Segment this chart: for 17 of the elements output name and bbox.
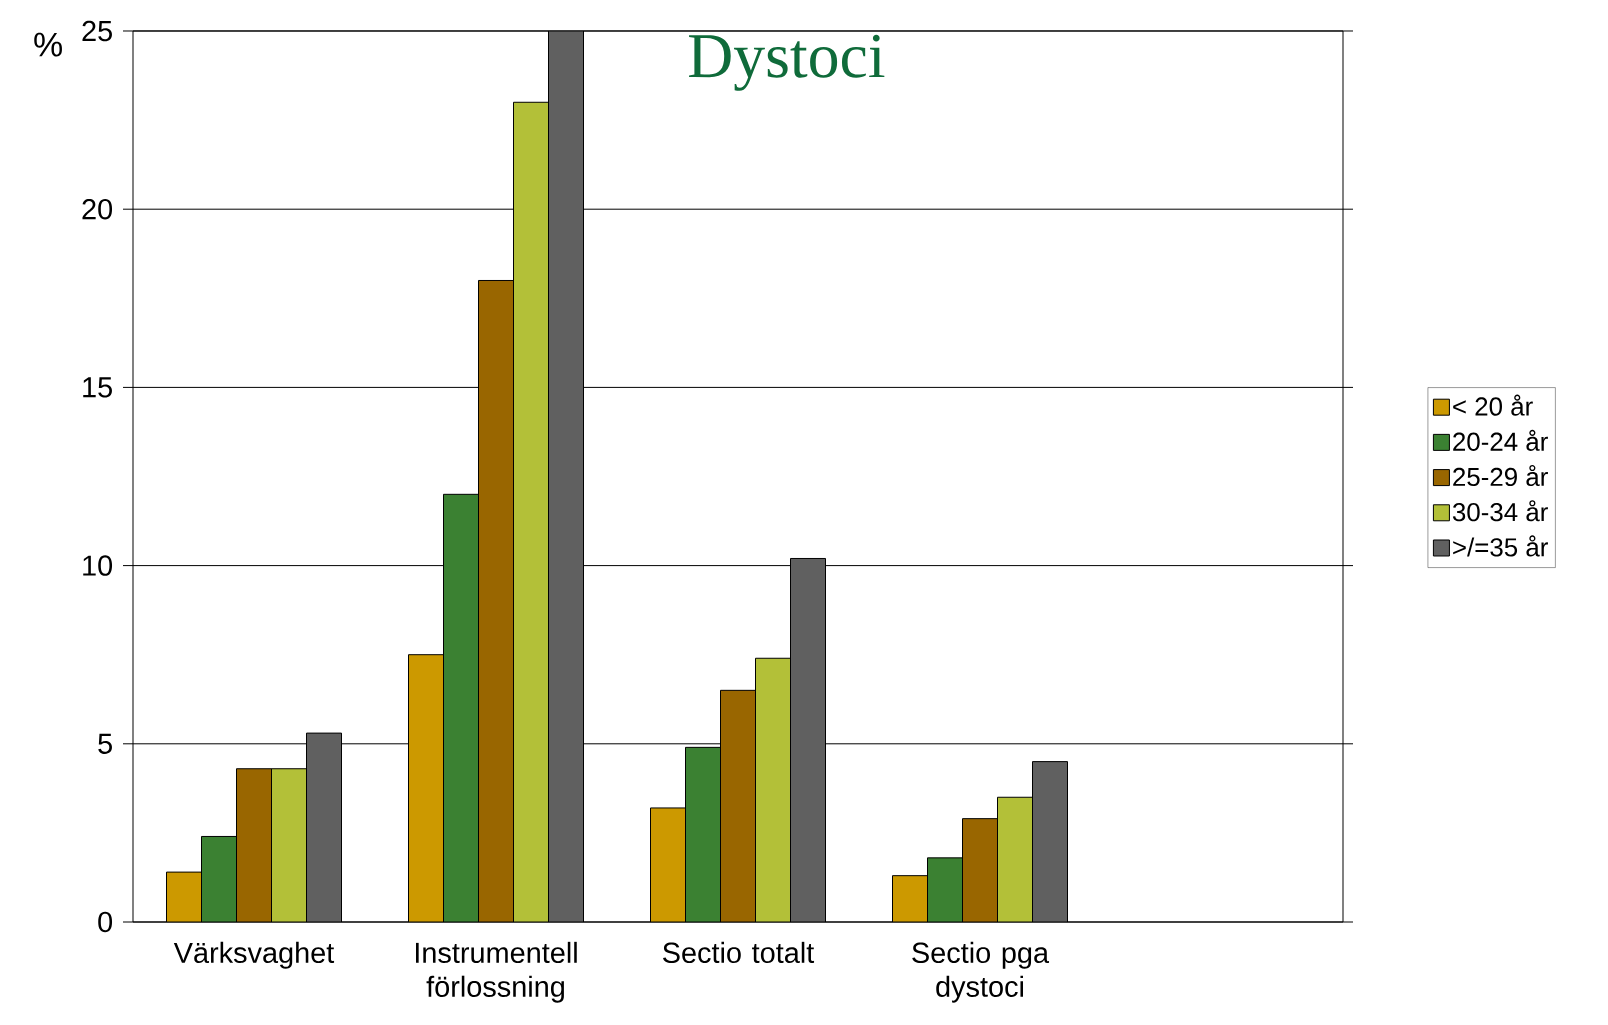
- legend-label: 25-29 år: [1453, 464, 1548, 487]
- y-tick-label: 0: [98, 911, 113, 933]
- y-tick-label: 20: [82, 198, 113, 220]
- x-tick-label: Sectio pga dystoci: [912, 941, 1050, 1003]
- y-tick-label: 10: [83, 555, 113, 576]
- x-tick-label: Instrumentell förlossning: [415, 941, 577, 1003]
- legend-label: < 20 år: [1453, 394, 1533, 416]
- legend-label: 20-24 år: [1453, 429, 1548, 451]
- y-tick-label: 5: [98, 733, 112, 754]
- y-axis-title: %: [34, 32, 62, 57]
- legend-label: >/=35 år: [1453, 535, 1548, 557]
- legend-label: 30-34 år: [1452, 500, 1548, 522]
- x-tick-label: Värksvaghet: [173, 941, 335, 969]
- y-tick-label: 25: [82, 20, 112, 42]
- chart-title: Dystoci: [689, 34, 885, 91]
- y-tick-label: 15: [83, 377, 112, 398]
- x-tick-label: Sectio totalt: [663, 941, 815, 964]
